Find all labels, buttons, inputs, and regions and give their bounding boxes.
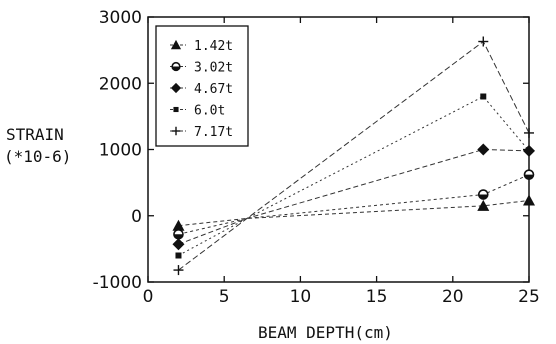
series-3-02t-point	[477, 189, 489, 200]
y-tick-label: 2000	[99, 74, 142, 94]
series-6-0t-point	[526, 147, 532, 154]
y-tick-label: 1000	[99, 141, 142, 161]
legend-item-1-42t-marker	[170, 39, 182, 50]
x-axis-title: BEAM DEPTH(cm)	[258, 323, 393, 342]
legend-item-6-0t-marker	[173, 106, 179, 113]
x-tick-label: 25	[518, 287, 540, 307]
series-6-0t-line	[178, 95, 530, 256]
series-4-67t-point	[477, 143, 490, 156]
legend-items: 1.42t 3.02t 4.67t 6.0t 7.17t	[170, 39, 233, 140]
legend-item-3-02t-marker	[171, 61, 181, 72]
x-tick-label: 5	[219, 287, 230, 307]
series-7-17t-point	[478, 36, 489, 47]
series-7-17t-point	[173, 265, 184, 276]
series-4-67t-point	[172, 238, 185, 251]
y-tick-label: 0	[131, 207, 142, 227]
legend-item-3-02t-marker-fill	[172, 66, 180, 71]
legend-item-1-42t-label: 1.42t	[194, 39, 233, 54]
legend-item-4-67t-marker	[170, 82, 182, 94]
series-layer	[172, 36, 535, 276]
series-3-02t-point-fill	[478, 194, 488, 200]
legend-box	[155, 25, 249, 147]
series-6-0t-point	[175, 252, 182, 259]
series-7-17t-line	[178, 40, 530, 271]
y-axis-ticks: -1000 0 1000 2000 3000	[93, 8, 529, 293]
series-7-17t-point	[524, 127, 534, 138]
x-tick-label: 0	[143, 287, 154, 307]
x-tick-label: 10	[290, 287, 312, 307]
legend-item-7-17t-label: 7.17t	[194, 125, 233, 140]
series-1-42t-point	[523, 194, 535, 206]
legend-item-4-67t-label: 4.67t	[194, 82, 233, 97]
series-3-02t-point-fill	[524, 174, 534, 180]
legend: 1.42t 3.02t 4.67t 6.0t 7.17t	[155, 25, 249, 147]
series-3-02t-point	[173, 229, 184, 240]
legend-item-3-02t-label: 3.02t	[194, 61, 233, 76]
y-axis-title-line1: STRAIN	[6, 125, 64, 144]
y-tick-label: 3000	[99, 8, 142, 28]
x-axis-ticks: 0 5 10 15 20 25	[143, 17, 540, 307]
series-3-02t-point	[523, 169, 535, 180]
x-tick-label: 20	[442, 287, 464, 307]
series-3-02t-line	[178, 174, 530, 235]
legend-item-7-17t-marker	[171, 126, 181, 136]
y-tick-label: -1000	[93, 273, 142, 293]
series-1-42t-point	[172, 219, 185, 231]
x-tick-label: 15	[366, 287, 388, 307]
series-1-42t-point	[477, 199, 490, 211]
series-6-0t-point	[480, 93, 487, 100]
series-4-67t-line	[178, 148, 530, 245]
legend-item-6-0t-label: 6.0t	[194, 104, 225, 119]
y-axis-title-line2: (*10-6)	[4, 147, 71, 166]
series-3-02t-point-fill	[173, 234, 183, 239]
